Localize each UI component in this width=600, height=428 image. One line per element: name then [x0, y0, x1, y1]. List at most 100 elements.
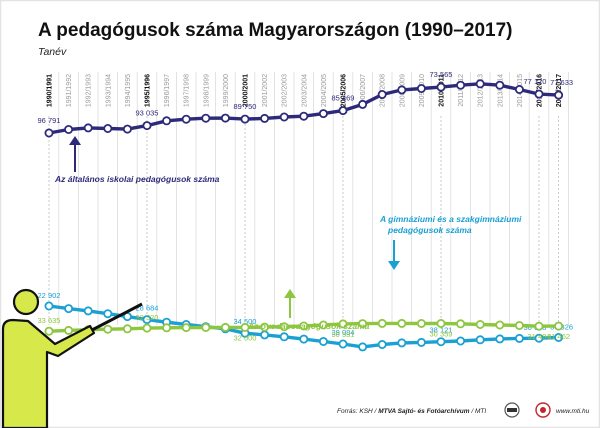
data-label: 30 531	[332, 330, 355, 339]
data-point	[397, 85, 407, 95]
data-point	[534, 333, 544, 343]
data-point	[318, 320, 328, 330]
data-point	[103, 324, 113, 334]
series-1: 96 791 93 035 89 750 85 469 73 565 77 120 77 6…	[38, 70, 573, 138]
data-point	[201, 322, 211, 332]
annotation-secondary-line1: A gimnáziumi és a szakgimnáziumi	[379, 214, 522, 224]
data-point	[534, 89, 544, 99]
data-point	[514, 333, 524, 343]
data-label: 73 565	[430, 70, 453, 79]
data-point	[358, 319, 368, 329]
data-point	[514, 85, 524, 95]
x-tick-label: 2011/2012	[458, 74, 465, 107]
data-point	[44, 301, 54, 311]
data-point	[240, 114, 250, 124]
data-point	[416, 84, 426, 94]
axis-subtitle: Tanév	[38, 46, 67, 58]
annotation-secondary: A gimnáziumi és a szakgimnáziumi pedagóg…	[379, 214, 522, 270]
data-label: 89 750	[234, 102, 257, 111]
data-point	[142, 323, 152, 333]
data-point	[475, 335, 485, 345]
data-label: 33 635	[38, 316, 61, 325]
x-tick-label: 1998/1999	[203, 74, 210, 107]
mti-logo	[504, 402, 520, 418]
data-label: 77 120	[524, 77, 547, 86]
x-tick-label: 2016/2017	[556, 74, 563, 107]
annotation-tertiary: Az óvodapedagógusok száma	[247, 289, 370, 331]
x-tick-label: 2000/2001	[243, 74, 250, 107]
data-label: 93 035	[136, 109, 159, 118]
data-point	[456, 319, 466, 329]
data-point	[299, 321, 309, 331]
data-point	[514, 320, 524, 330]
source-suffix: / MTI	[470, 408, 486, 415]
data-point	[299, 334, 309, 344]
data-point	[201, 113, 211, 123]
data-point	[260, 322, 270, 332]
x-tick-label: 1990/1991	[47, 74, 54, 107]
series-layer: 96 791 93 035 89 750 85 469 73 565 77 120 77 6…	[38, 70, 573, 352]
data-point	[456, 336, 466, 346]
data-point	[377, 318, 387, 328]
data-label: 32 320	[136, 313, 159, 322]
annotation-secondary-line2: pedagógusok száma	[387, 225, 472, 235]
data-point	[103, 124, 113, 134]
data-point	[495, 334, 505, 344]
data-point	[318, 109, 328, 119]
data-point	[64, 325, 74, 335]
data-point	[436, 337, 446, 347]
data-point	[495, 320, 505, 330]
x-tick-label: 1994/1995	[125, 74, 132, 107]
x-tick-label: 1991/1992	[66, 74, 73, 107]
data-label: 31 484	[528, 332, 551, 341]
data-point	[279, 112, 289, 122]
data-point	[260, 330, 270, 340]
annotation-tertiary-label: Az óvodapedagógusok száma	[247, 321, 370, 331]
data-point	[554, 321, 564, 331]
teacher-pictogram	[1, 288, 143, 428]
website-text: www.mti.hu	[556, 408, 590, 415]
data-point	[397, 338, 407, 348]
data-label: 39 084	[332, 328, 355, 337]
data-label: 77 633	[550, 78, 573, 87]
data-point	[162, 323, 172, 333]
data-label: 34 500	[234, 317, 257, 326]
data-point	[64, 304, 74, 314]
x-tick-label: 2013/2014	[497, 74, 504, 107]
data-label: 28 684	[136, 304, 159, 313]
data-point	[436, 318, 446, 328]
data-point	[436, 82, 446, 92]
data-point	[142, 315, 152, 325]
data-point	[475, 319, 485, 329]
data-point	[554, 332, 564, 342]
data-point	[122, 124, 132, 134]
data-point	[260, 113, 270, 123]
data-point	[338, 319, 348, 329]
mtva-logo	[535, 402, 551, 418]
x-tick-label: 2006/2007	[360, 74, 367, 107]
data-point	[44, 326, 54, 336]
data-point	[554, 90, 564, 100]
annotation-primary-label: Az általános iskolai pedagógusok száma	[54, 174, 220, 184]
data-point	[377, 339, 387, 349]
data-point	[377, 90, 387, 100]
x-tick-label: 2012/2013	[478, 74, 485, 107]
data-point	[475, 79, 485, 89]
x-tick-label: 1993/1994	[105, 74, 112, 107]
data-point	[44, 128, 54, 138]
data-point	[279, 332, 289, 342]
data-label: 31 462	[547, 332, 570, 341]
data-label: 96 791	[38, 116, 61, 125]
data-point	[162, 116, 172, 126]
data-point	[181, 323, 191, 333]
data-point	[279, 322, 289, 332]
data-point	[456, 80, 466, 90]
data-point	[142, 121, 152, 131]
data-label: 22 902	[38, 291, 61, 300]
data-point	[338, 106, 348, 116]
x-tick-label: 2004/2005	[321, 74, 328, 107]
x-tick-label: 1999/2000	[223, 74, 230, 107]
data-point	[397, 318, 407, 328]
